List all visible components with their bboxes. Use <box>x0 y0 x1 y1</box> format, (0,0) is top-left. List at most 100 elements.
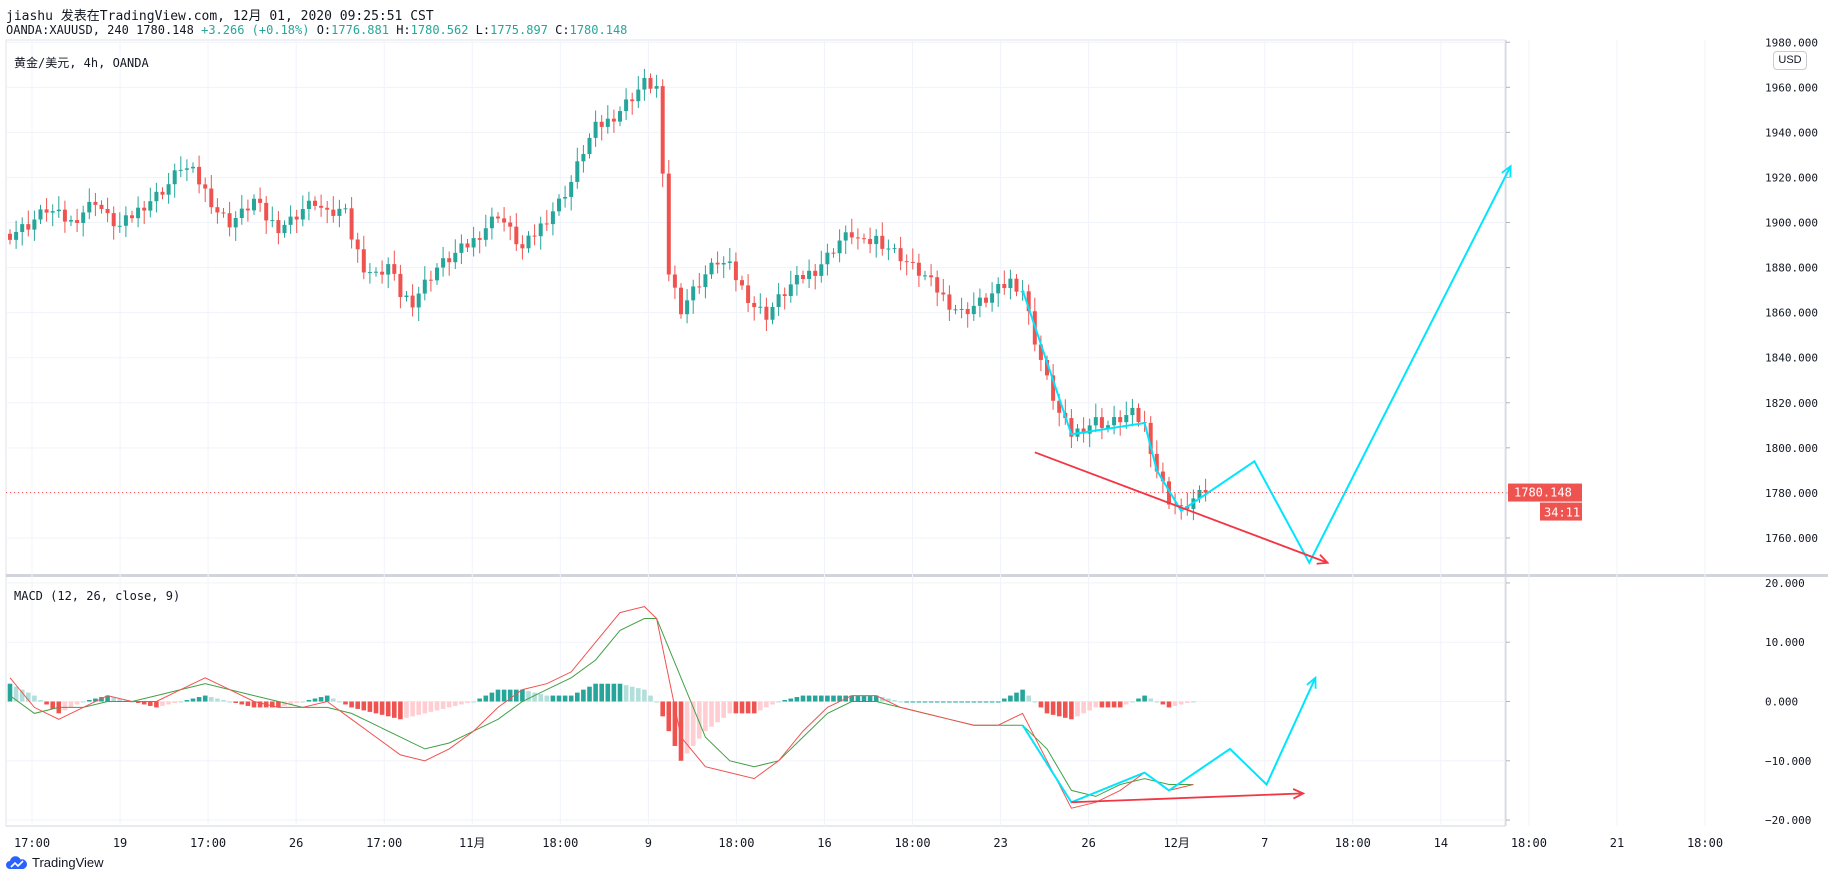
candle-body <box>996 284 1001 294</box>
macd-histogram-bar <box>99 697 104 702</box>
macd-histogram-bar <box>1008 695 1013 702</box>
candle-body <box>172 170 177 185</box>
candle-body <box>349 208 354 240</box>
macd-histogram-bar <box>1014 692 1019 702</box>
candle-body <box>355 239 360 250</box>
macd-histogram-bar <box>300 701 306 703</box>
macd-histogram-bar <box>68 701 74 708</box>
macd-histogram-bar <box>1002 698 1007 702</box>
candle-body <box>544 223 549 225</box>
currency-badge[interactable]: USD <box>1773 51 1807 70</box>
candle-body <box>782 294 787 297</box>
macd-histogram-bar <box>965 701 970 703</box>
macd-histogram-bar <box>105 695 110 702</box>
candle-body <box>221 212 226 214</box>
candle-body <box>239 208 244 218</box>
price-tick-label: 1820.000 <box>1765 397 1818 410</box>
candle-body <box>990 293 995 303</box>
macd-histogram-bar <box>373 701 379 714</box>
macd-histogram-bar <box>562 695 568 702</box>
macd-histogram-bar <box>172 701 177 703</box>
candle-body <box>453 252 458 263</box>
macd-histogram-bar <box>1172 701 1178 706</box>
macd-histogram-bar <box>715 701 720 723</box>
close-key: C: <box>555 23 570 37</box>
brand-footer: TradingView <box>6 855 104 870</box>
macd-histogram-bar <box>971 701 977 703</box>
macd-histogram-bar <box>916 701 922 703</box>
macd-histogram-bar <box>410 701 415 717</box>
macd-histogram-bar <box>1166 701 1172 708</box>
candle-body <box>581 154 586 162</box>
candle-body <box>1118 417 1123 423</box>
macd-histogram-bar <box>312 698 318 702</box>
macd-histogram-bar <box>1081 701 1086 714</box>
price-forecast-arrowhead <box>1501 164 1512 178</box>
macd-histogram-bar <box>1148 698 1153 702</box>
macd-histogram-bar <box>825 695 830 702</box>
macd-histogram-bar <box>507 689 513 702</box>
macd-histogram-bar <box>123 700 129 702</box>
macd-histogram-bar <box>886 698 891 702</box>
candle-body <box>32 219 37 230</box>
macd-histogram-bar <box>819 695 824 702</box>
candle-body <box>288 216 293 225</box>
macd-histogram-bar <box>184 700 190 702</box>
candle-body <box>880 235 885 249</box>
macd-histogram-bar <box>599 683 604 702</box>
candle-body <box>648 77 653 89</box>
macd-histogram-bar <box>50 701 55 709</box>
price-tick-label: 1960.000 <box>1765 81 1818 94</box>
candle-body <box>258 198 263 203</box>
candle-body <box>123 215 128 226</box>
candle-body <box>563 196 568 199</box>
macd-histogram-bar <box>1075 701 1080 717</box>
macd-histogram-bar <box>367 701 373 712</box>
macd-histogram-bar <box>74 701 80 705</box>
countdown-badge <box>1540 502 1582 521</box>
last-price: 1780.148 <box>136 23 194 37</box>
macd-histogram-bar <box>471 701 476 703</box>
macd-histogram-bar <box>672 701 678 746</box>
macd-histogram-bar <box>446 701 452 708</box>
macd-histogram-bar <box>941 701 946 703</box>
macd-histogram-bar <box>922 701 928 703</box>
candle-body <box>770 307 775 320</box>
candle-body <box>892 248 897 250</box>
last-price-label: 1780.148 <box>1514 486 1572 500</box>
candle-body <box>343 208 348 210</box>
time-tick-label: 26 <box>1081 836 1095 850</box>
macd-histogram-bar <box>782 700 787 702</box>
macd-histogram-bar <box>1124 701 1129 705</box>
candle-body <box>929 275 934 278</box>
candle-body <box>941 292 946 295</box>
candle-body <box>660 86 665 174</box>
macd-histogram-bar <box>245 701 251 706</box>
macd-histogram-bar <box>160 701 165 706</box>
candle-body <box>26 224 31 230</box>
candle-body <box>62 209 67 222</box>
macd-histogram-bar <box>154 701 159 708</box>
candle-body <box>87 201 92 213</box>
candle-body <box>679 287 683 315</box>
macd-histogram-bar <box>1050 701 1056 715</box>
macd-histogram-bar <box>758 701 763 711</box>
candle-body <box>849 232 854 238</box>
macd-histogram-bar <box>697 701 702 739</box>
candle-body <box>477 238 482 240</box>
candle-body <box>587 137 592 155</box>
candle-body <box>465 243 470 248</box>
candle-body <box>843 232 848 241</box>
low-value: 1775.897 <box>490 23 548 37</box>
macd-histogram-bar <box>117 698 123 702</box>
time-tick-label: 7 <box>1261 836 1268 850</box>
candle-body <box>935 277 940 293</box>
price-tick-label: 1940.000 <box>1765 126 1818 139</box>
candle-body <box>331 209 336 216</box>
candle-body <box>117 225 122 227</box>
macd-histogram-bar <box>959 701 964 703</box>
time-tick-label: 9 <box>645 836 652 850</box>
macd-histogram-bar <box>617 683 623 702</box>
candle-body <box>740 280 744 286</box>
